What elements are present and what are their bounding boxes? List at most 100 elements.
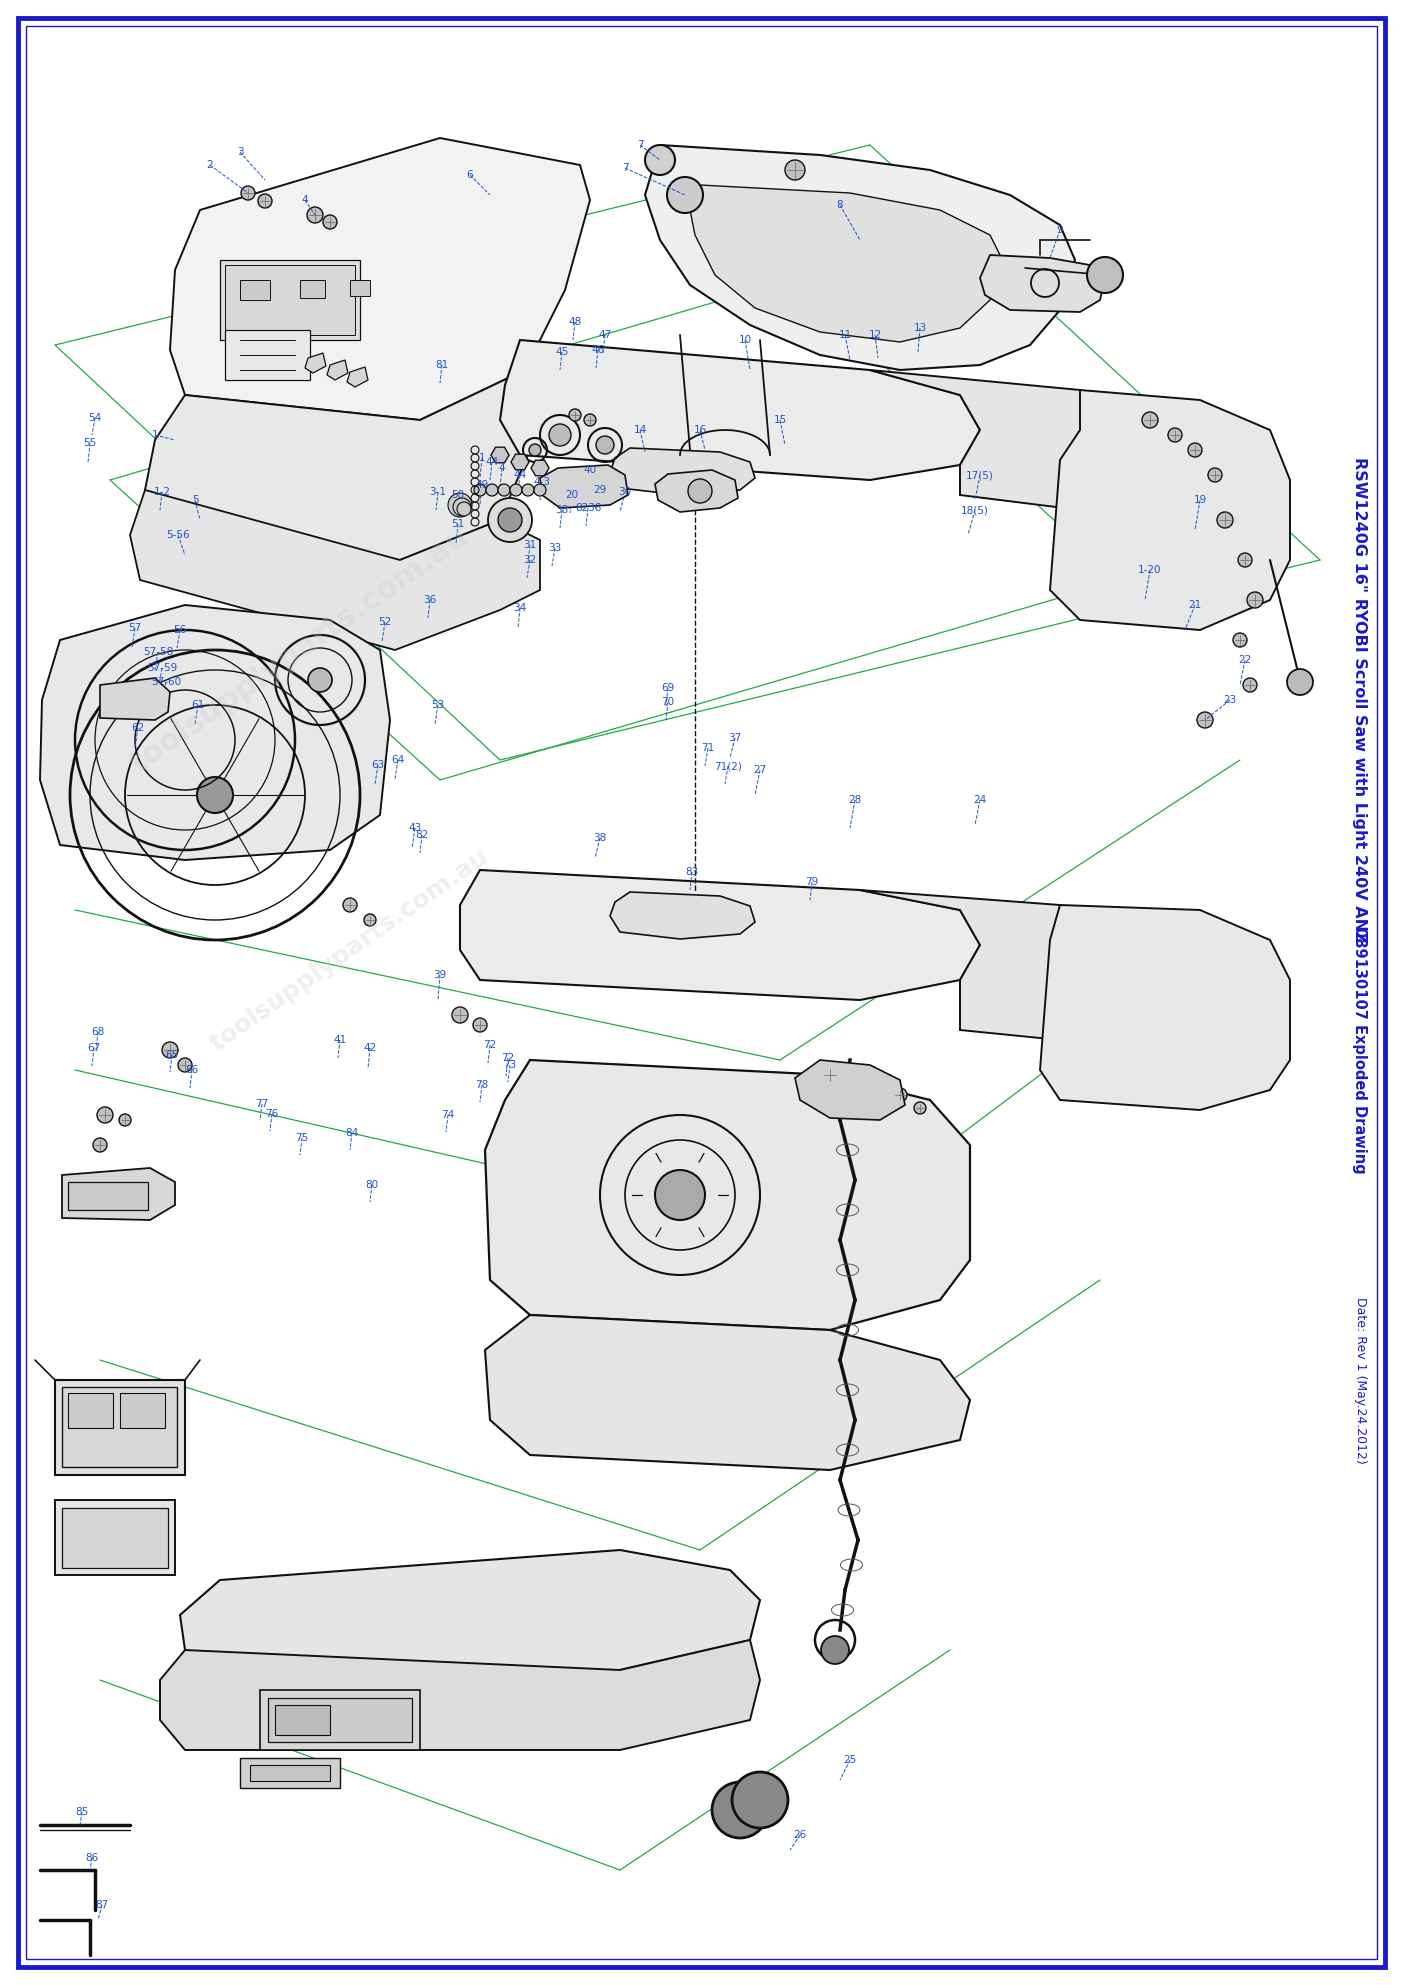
Polygon shape [460, 869, 981, 1000]
Text: 8: 8 [836, 200, 843, 210]
Bar [67, 1393, 114, 1427]
Text: 16: 16 [693, 425, 707, 435]
Bar [240, 1759, 340, 1788]
Text: 8238: 8238 [575, 502, 602, 512]
Bar [224, 266, 355, 335]
Text: 22: 22 [1239, 655, 1251, 665]
Text: RSW1240G 16" RYOBI Scroll Saw with Light 240V ANZ: RSW1240G 16" RYOBI Scroll Saw with Light… [1352, 457, 1368, 943]
Polygon shape [304, 353, 325, 373]
Circle shape [485, 484, 498, 496]
Text: 44: 44 [513, 470, 526, 480]
Text: 089130107 Exploded Drawing: 089130107 Exploded Drawing [1352, 927, 1368, 1173]
Polygon shape [347, 367, 368, 387]
Text: 2: 2 [206, 161, 213, 171]
Text: 80: 80 [365, 1179, 379, 1189]
Polygon shape [327, 359, 348, 379]
Bar [62, 1509, 168, 1568]
Text: 14: 14 [633, 425, 647, 435]
Text: 38: 38 [556, 504, 568, 514]
Text: 44: 44 [485, 457, 498, 466]
Text: 49: 49 [476, 480, 488, 490]
Circle shape [498, 508, 522, 532]
Circle shape [821, 1636, 849, 1663]
Text: 72: 72 [501, 1052, 515, 1064]
Text: 43: 43 [408, 824, 422, 834]
Bar [240, 280, 269, 300]
Text: 4: 4 [302, 195, 309, 204]
Circle shape [241, 187, 255, 200]
Text: toolsupplyparts.com.au: toolsupplyparts.com.au [206, 844, 494, 1056]
Polygon shape [100, 679, 170, 721]
Bar [224, 330, 310, 379]
Bar [268, 1697, 412, 1743]
Bar [349, 280, 370, 296]
Text: 55: 55 [83, 439, 97, 449]
Bar [55, 1501, 175, 1574]
Text: 79: 79 [805, 877, 818, 887]
Circle shape [1216, 512, 1233, 528]
Circle shape [1197, 713, 1214, 728]
Polygon shape [511, 455, 529, 470]
Polygon shape [860, 889, 1160, 1040]
Circle shape [822, 1068, 838, 1084]
Circle shape [1208, 468, 1222, 482]
Polygon shape [610, 891, 755, 939]
Text: 29: 29 [593, 484, 606, 494]
Polygon shape [981, 254, 1106, 312]
Bar [121, 1393, 166, 1427]
Circle shape [1287, 669, 1313, 695]
Circle shape [1087, 256, 1122, 294]
Text: 73: 73 [504, 1060, 516, 1070]
Text: 63: 63 [372, 760, 384, 770]
Circle shape [913, 1102, 926, 1114]
Polygon shape [170, 139, 591, 421]
Circle shape [1237, 554, 1251, 568]
Circle shape [786, 161, 805, 181]
Circle shape [488, 498, 532, 542]
Text: 33: 33 [549, 544, 561, 554]
Text: 3: 3 [237, 147, 243, 157]
Circle shape [1169, 429, 1181, 443]
Text: 32: 32 [523, 556, 536, 566]
Text: 5-56: 5-56 [166, 530, 189, 540]
Text: 70: 70 [661, 697, 675, 707]
Text: 18(5): 18(5) [961, 504, 989, 514]
Polygon shape [1049, 389, 1289, 629]
Polygon shape [145, 369, 530, 560]
Text: 66: 66 [185, 1066, 199, 1076]
Circle shape [584, 415, 596, 427]
Circle shape [535, 484, 546, 496]
Bar [260, 1689, 419, 1751]
Polygon shape [540, 464, 629, 508]
Text: 12: 12 [868, 330, 881, 339]
Text: 71(2): 71(2) [714, 760, 742, 770]
Text: 42: 42 [363, 1042, 376, 1052]
Text: 71: 71 [702, 742, 714, 752]
Text: 48: 48 [568, 318, 582, 328]
Text: 9: 9 [1056, 224, 1063, 234]
Text: 57-60: 57-60 [152, 677, 181, 687]
Text: 77: 77 [255, 1100, 268, 1110]
Bar [300, 280, 325, 298]
Text: 31: 31 [523, 540, 536, 550]
Text: 61: 61 [191, 701, 205, 711]
Text: 83: 83 [686, 867, 699, 877]
Polygon shape [530, 461, 549, 476]
Text: 15: 15 [773, 415, 787, 425]
Circle shape [645, 145, 675, 175]
Bar [275, 1705, 330, 1735]
Polygon shape [655, 470, 738, 512]
Circle shape [452, 1006, 469, 1022]
Circle shape [655, 1169, 704, 1221]
Polygon shape [870, 369, 1160, 510]
Polygon shape [796, 1060, 905, 1120]
Text: 78: 78 [476, 1080, 488, 1090]
Text: 76: 76 [265, 1110, 279, 1120]
Polygon shape [485, 1314, 969, 1471]
Text: 36: 36 [424, 596, 436, 605]
Bar [55, 1380, 185, 1475]
Text: 64: 64 [391, 754, 404, 764]
Text: 75: 75 [296, 1133, 309, 1143]
Circle shape [570, 409, 581, 421]
Circle shape [666, 177, 703, 212]
